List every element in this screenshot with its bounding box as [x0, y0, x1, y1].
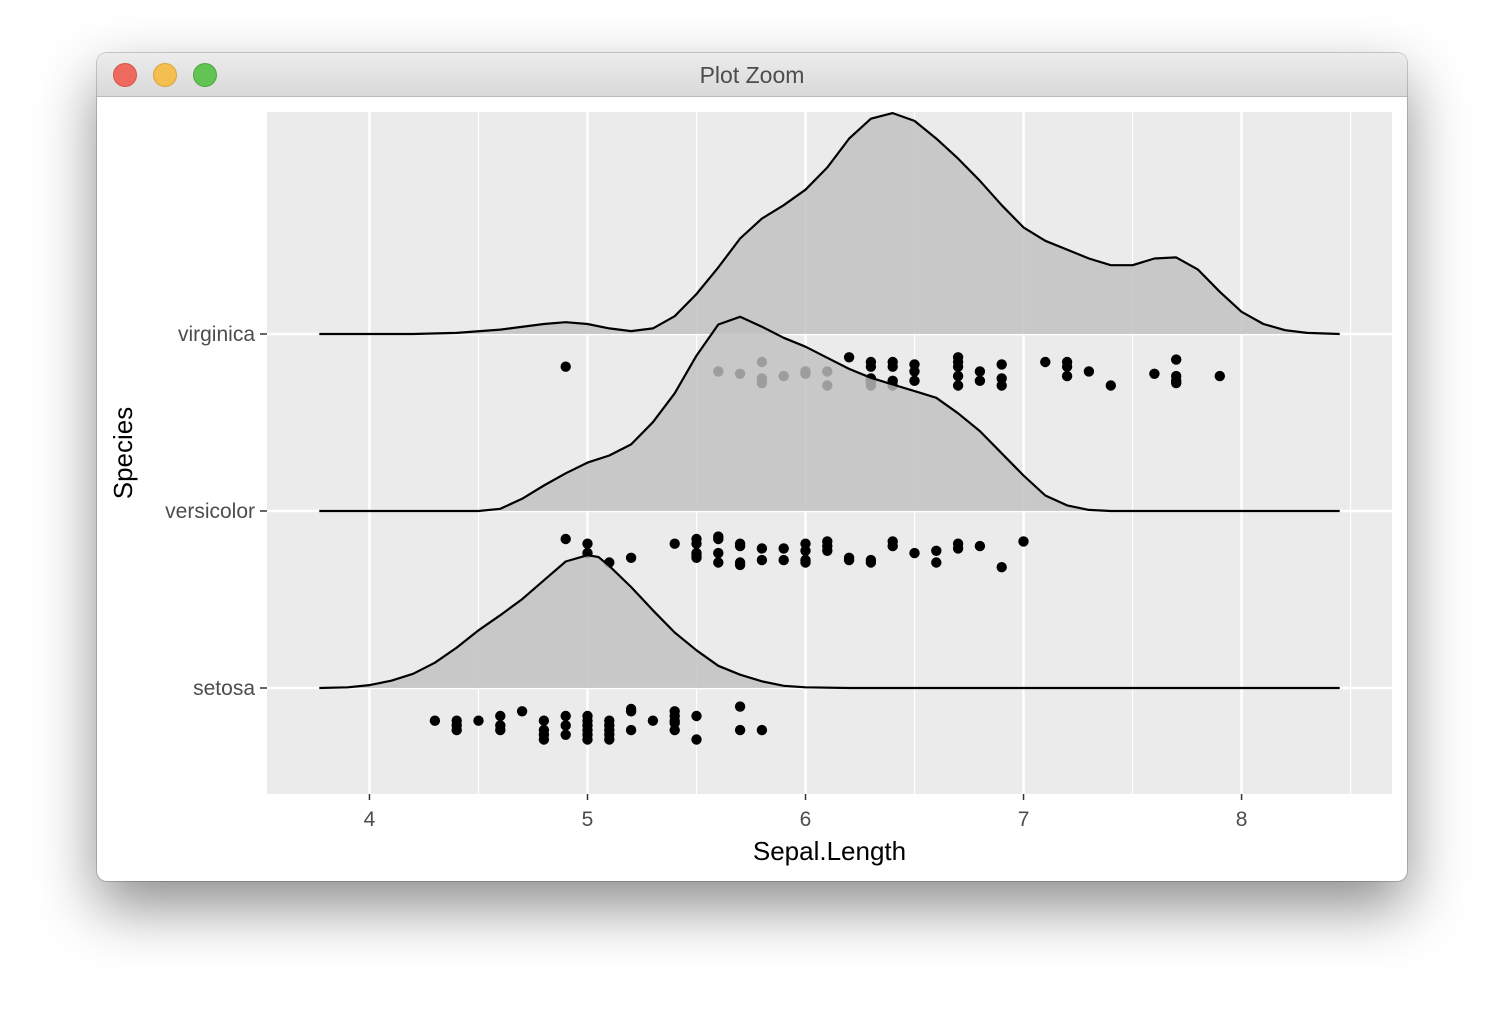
ridge-setosa [319, 554, 1340, 745]
density-line-versicolor [319, 315, 1340, 513]
data-point [713, 557, 724, 568]
data-point [778, 554, 789, 566]
data-point [625, 703, 637, 715]
data-point [560, 729, 571, 740]
data-point [1061, 370, 1073, 382]
data-point [996, 562, 1007, 573]
data-point [865, 361, 877, 372]
data-point [822, 545, 833, 556]
y-tick-label-versicolor: versicolor [165, 500, 255, 523]
data-point [734, 701, 746, 712]
maximize-button[interactable] [193, 63, 217, 87]
data-point [691, 710, 702, 722]
data-point [516, 706, 528, 717]
data-point [952, 370, 964, 382]
density-area-versicolor [319, 316, 1340, 511]
data-point [843, 554, 855, 566]
data-point [931, 545, 942, 556]
data-point [669, 724, 680, 736]
x-axis-title: Sepal.Length [753, 836, 906, 866]
data-point [734, 540, 746, 552]
data-point [1040, 356, 1051, 368]
data-point [604, 734, 615, 745]
data-point [1083, 366, 1095, 377]
data-point [756, 554, 768, 566]
plot-zoom-window: Plot Zoom 4 5 6 7 8 setosa versicolor virginica… [97, 53, 1407, 881]
data-point [1149, 368, 1160, 379]
title-bar: Plot Zoom [97, 53, 1407, 97]
data-point [560, 720, 571, 731]
data-point [691, 552, 702, 563]
data-point [756, 724, 768, 736]
data-point [996, 380, 1007, 391]
data-point [473, 715, 484, 726]
ridgeline-plot: 4 5 6 7 8 setosa versicolor virginica Sepal.Leng… [108, 112, 1392, 866]
density-line-setosa [319, 554, 1340, 690]
density-area-setosa [319, 555, 1340, 688]
x-tick-label: 4 [364, 808, 376, 831]
y-tick-label-virginica: virginica [178, 323, 255, 346]
data-point [582, 734, 593, 745]
ridge-versicolor [319, 315, 1340, 573]
data-point [669, 538, 680, 549]
data-point [538, 715, 550, 726]
data-point [560, 361, 571, 372]
data-point [495, 710, 506, 722]
data-point [756, 543, 768, 554]
data-point [952, 361, 964, 372]
data-point [865, 557, 877, 568]
data-point [538, 734, 550, 745]
data-point [1018, 536, 1029, 547]
x-tick-label: 8 [1236, 808, 1248, 831]
data-point [734, 724, 746, 736]
data-point [625, 552, 637, 563]
data-point [647, 715, 659, 726]
data-point [800, 545, 811, 556]
minimize-button[interactable] [153, 63, 177, 87]
data-point [887, 540, 898, 552]
data-point [560, 533, 571, 545]
data-point [931, 557, 942, 568]
data-point [778, 543, 789, 554]
data-point [909, 366, 920, 377]
x-tick-label: 6 [800, 808, 812, 831]
data-point [429, 715, 441, 726]
data-point [691, 734, 702, 745]
data-point [1105, 380, 1116, 391]
data-point [713, 531, 724, 542]
data-point [909, 375, 920, 386]
density-line-virginica [319, 112, 1340, 336]
data-point [1171, 354, 1182, 365]
y-tick-label-setosa: setosa [193, 677, 255, 700]
window-title: Plot Zoom [699, 62, 805, 88]
data-point [974, 540, 986, 552]
data-point [843, 352, 855, 363]
x-tick-label: 5 [582, 808, 594, 831]
data-point [974, 375, 986, 386]
data-point [952, 380, 964, 391]
data-point [582, 538, 593, 549]
data-point [887, 361, 898, 372]
data-point [1061, 361, 1073, 372]
data-point [996, 359, 1007, 370]
y-axis-title: Species [108, 407, 138, 500]
data-point [800, 557, 811, 568]
data-point [713, 547, 724, 559]
data-point [734, 559, 746, 571]
data-point [909, 547, 920, 559]
x-tick-label: 7 [1018, 808, 1030, 831]
data-point [1171, 377, 1182, 389]
data-point [974, 366, 986, 377]
data-point [625, 724, 637, 736]
data-point [451, 724, 462, 736]
data-point [1214, 370, 1226, 382]
density-area-virginica [319, 113, 1340, 334]
data-point [691, 538, 702, 549]
data-point [560, 710, 571, 722]
close-button[interactable] [113, 63, 137, 87]
data-point [952, 543, 964, 554]
data-point [495, 724, 506, 736]
